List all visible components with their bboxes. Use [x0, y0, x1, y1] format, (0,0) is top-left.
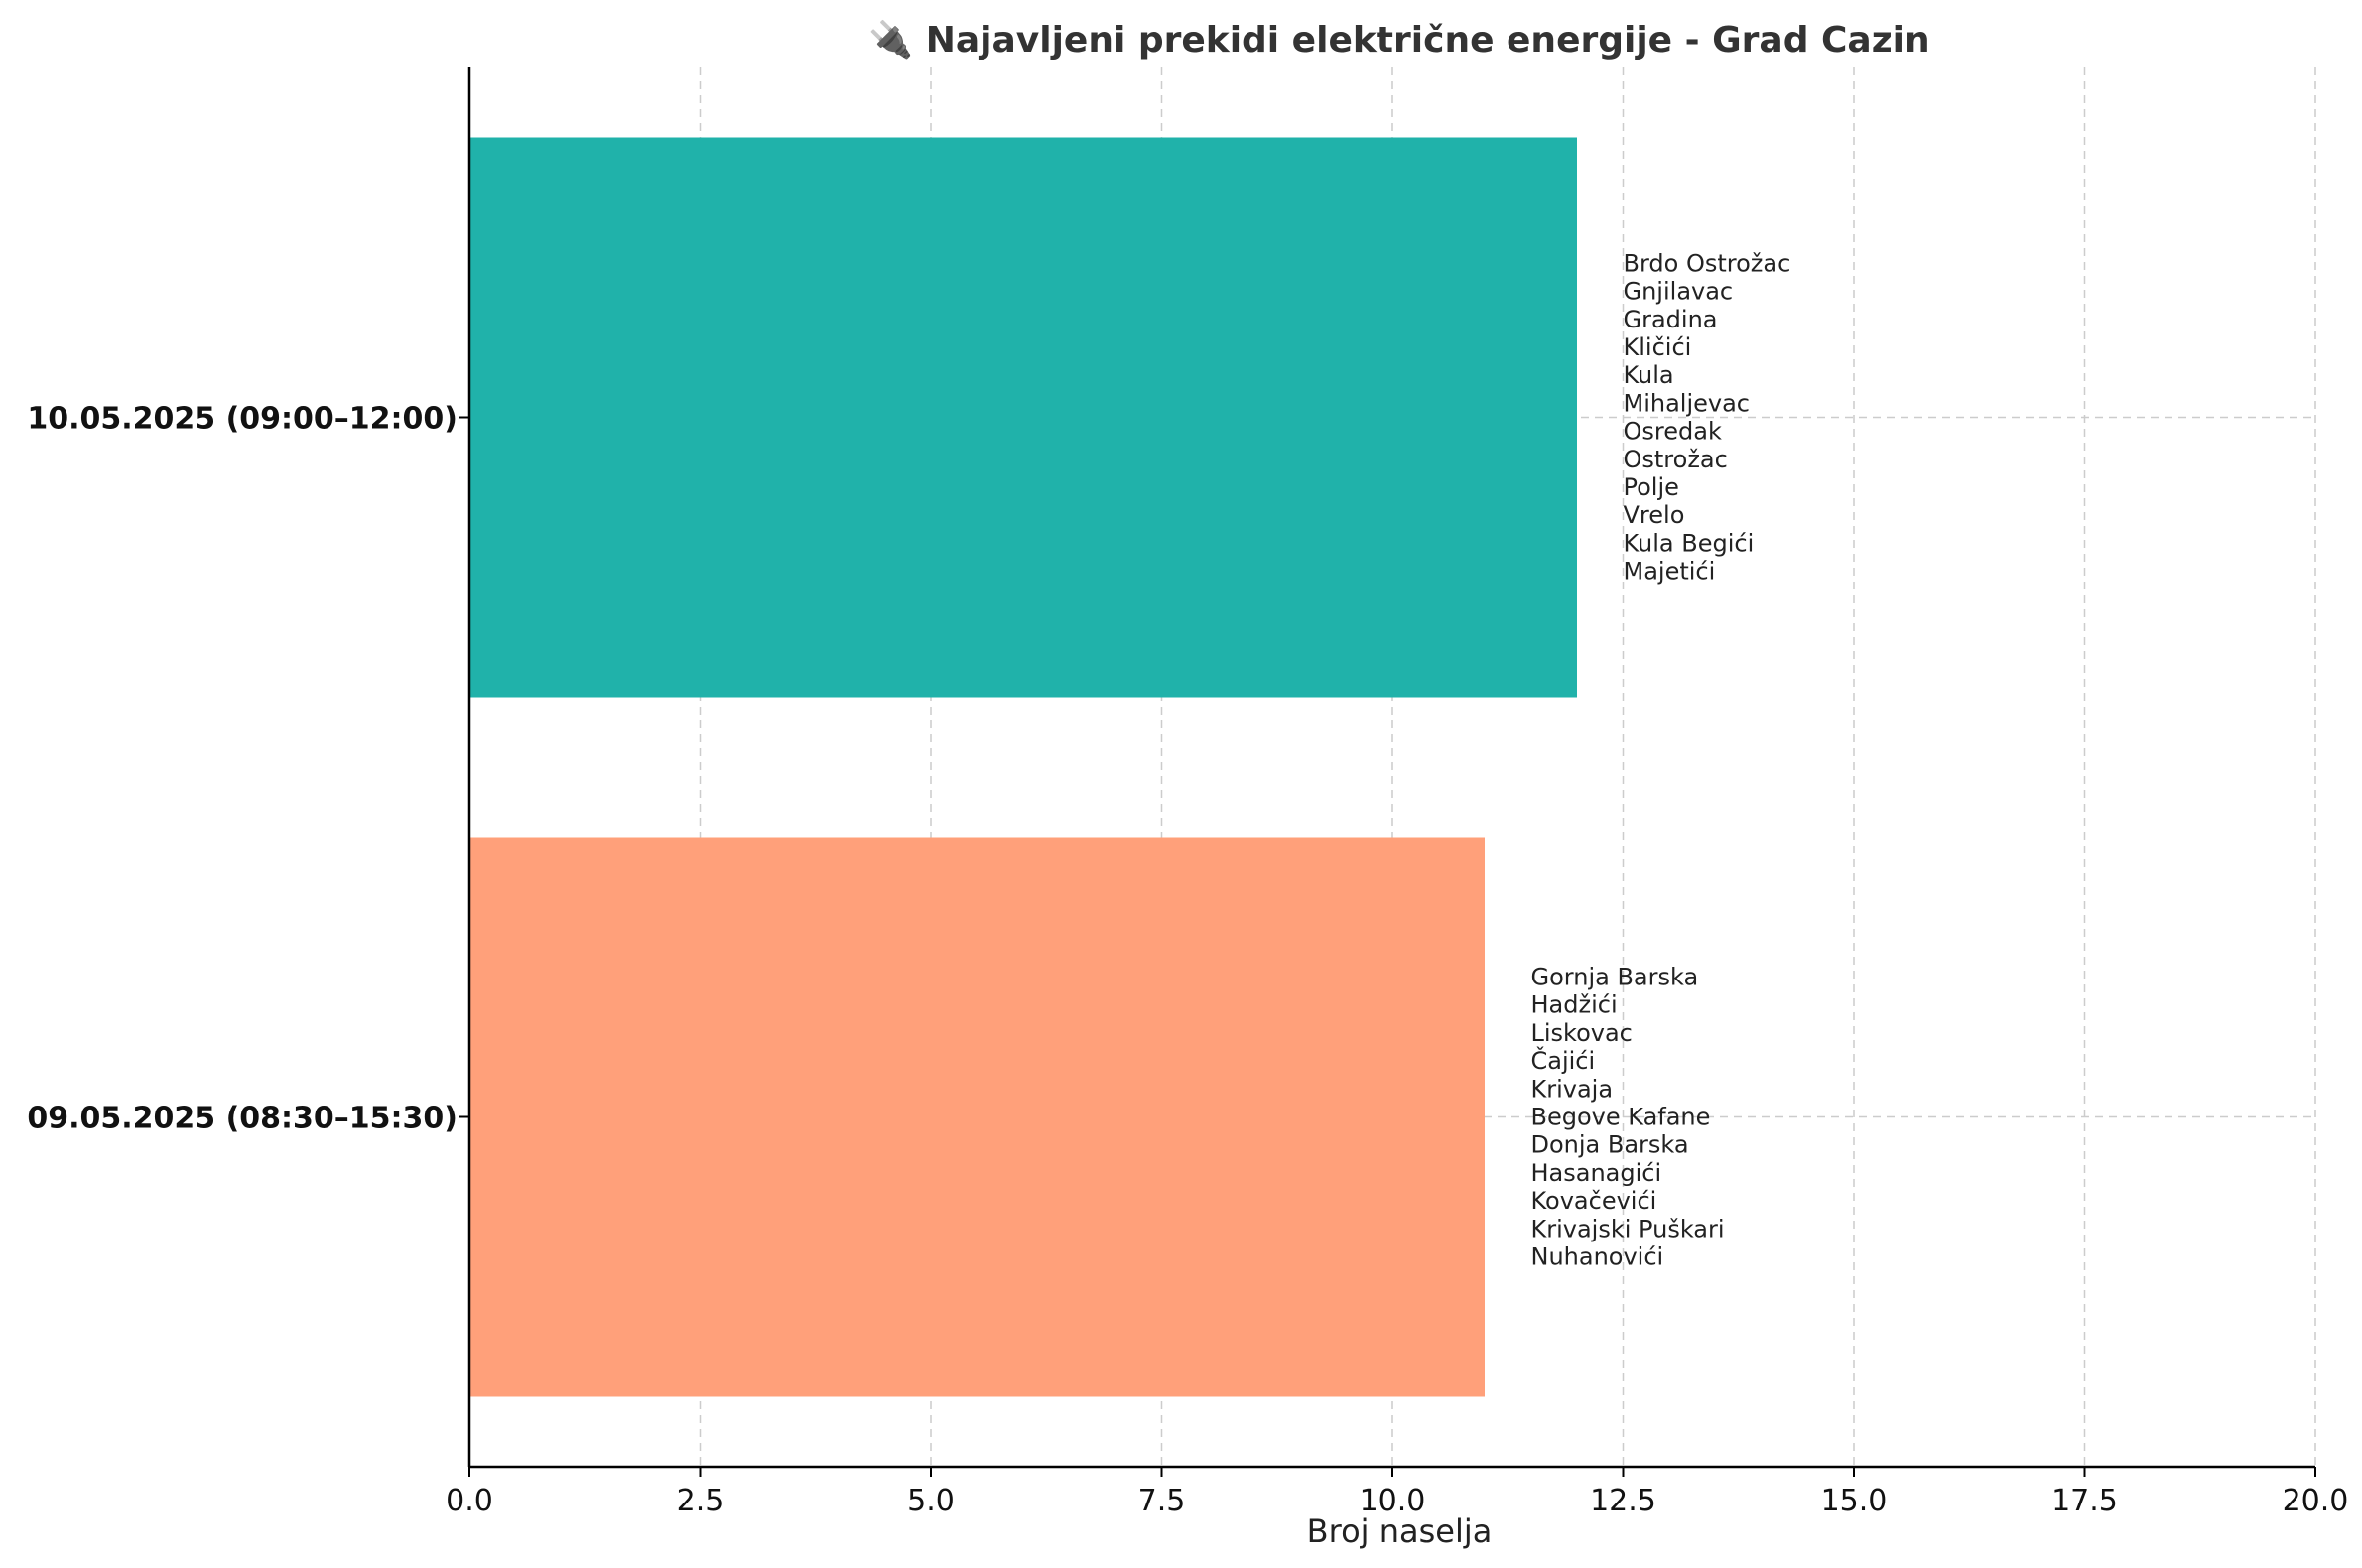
settlement-name: Krivaja: [1531, 1075, 1614, 1103]
bar: [469, 837, 1485, 1397]
settlement-name: Osredak: [1624, 418, 1722, 446]
x-tick-label: 10.0: [1360, 1484, 1426, 1518]
bars-layer: [469, 137, 1577, 1397]
settlement-name: Begove Kafane: [1531, 1104, 1711, 1131]
settlement-name: Čajići: [1531, 1045, 1596, 1075]
bar: [469, 137, 1577, 698]
x-tick-label: 20.0: [2283, 1484, 2349, 1518]
settlement-name: Vrelo: [1624, 501, 1685, 529]
category-label: 10.05.2025 (09:00–12:00): [27, 402, 458, 437]
settlement-name: Liskovac: [1531, 1019, 1633, 1047]
settlement-name: Kovačevići: [1531, 1187, 1657, 1215]
settlement-name: Nuhanovići: [1531, 1243, 1664, 1271]
settlement-name: Kula Begići: [1624, 529, 1755, 557]
settlement-name: Donja Barska: [1531, 1131, 1689, 1159]
settlement-name: Hadžići: [1531, 991, 1618, 1019]
settlement-name: Ostrožac: [1624, 446, 1728, 473]
settlement-name: Gornja Barska: [1531, 964, 1699, 991]
settlement-name: Gradina: [1624, 306, 1718, 333]
x-tick-label: 12.5: [1590, 1484, 1656, 1518]
x-tick-label: 15.0: [1821, 1484, 1888, 1518]
settlement-name: Majetići: [1624, 558, 1716, 586]
settlement-name: Gnjilavac: [1624, 278, 1734, 306]
x-tick-label: 7.5: [1138, 1484, 1186, 1518]
x-tick-label: 0.0: [446, 1484, 493, 1518]
settlement-name: Brdo Ostrožac: [1624, 249, 1791, 277]
x-axis-label: Broj naselja: [1307, 1512, 1493, 1550]
bar-annotation: Brdo Ostrožac Gnjilavac Gradina Kličići Kula…: [1624, 249, 1791, 585]
x-tick-label: 17.5: [2051, 1484, 2118, 1518]
category-label: 09.05.2025 (08:30–15:30): [27, 1102, 458, 1136]
x-tick-label: 2.5: [677, 1484, 724, 1518]
settlement-name: Krivajski Puškari: [1531, 1215, 1725, 1242]
chart-title: 🔌 Najavljeni prekidi električne energije…: [868, 19, 1929, 61]
bar-annotation: Gornja Barska Hadžići Liskovac Čajići Krivaj…: [1531, 964, 1725, 1271]
settlement-name: Kličići: [1624, 333, 1692, 361]
settlement-name: Hasanagići: [1531, 1159, 1662, 1187]
x-tick-label: 5.0: [907, 1484, 955, 1518]
axes-layer: [459, 67, 2316, 1477]
settlement-name: Polje: [1624, 473, 1679, 501]
settlement-name: Mihaljevac: [1624, 389, 1751, 417]
labels-layer: 0.0 2.5 5.0 7.5 10.0 12.5 15.0 17.5 20.0 10.05.20…: [27, 249, 2348, 1518]
settlement-name: Kula: [1624, 361, 1674, 389]
